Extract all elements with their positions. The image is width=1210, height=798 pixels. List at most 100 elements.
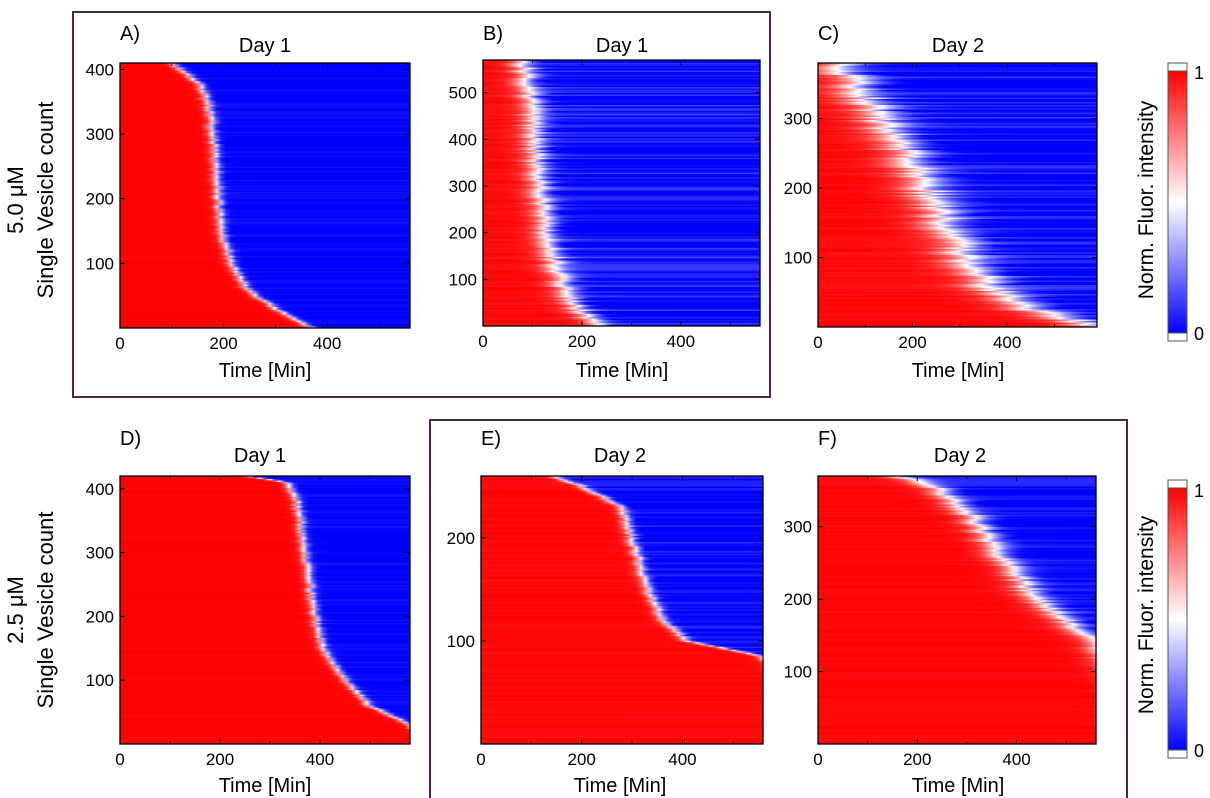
heatmap-row [120,254,410,257]
heatmap-row [120,63,410,66]
heatmap-row [481,519,763,522]
heatmap-row [481,544,763,547]
colorbar-gradient [1167,487,1188,751]
heatmap-row [818,556,1096,559]
heatmap-row [818,571,1096,574]
plot-frame [480,475,764,745]
heatmap-row [818,297,1097,300]
heatmap-row [120,673,410,676]
heatmap-row [818,580,1096,583]
heatmap-row [818,144,1097,147]
heatmap-row [120,705,410,708]
heatmap-row [818,487,1096,491]
heatmap-row [818,253,1097,256]
heatmap-row [818,655,1096,658]
panel-c: C) Day 2 Time [Min] 0 200 400 100 200 300 [784,23,1098,382]
plot-frame [482,59,761,327]
plot-frame [119,475,411,745]
heatmap-row [481,561,763,564]
heatmap-row [818,126,1097,129]
heatmap-row [120,724,410,727]
plot-frame [817,475,1097,745]
heatmap-row [818,234,1097,237]
heatmap-row [483,61,760,64]
heatmap-row [120,316,410,319]
heatmap-row [120,104,410,108]
heatmap-row [818,478,1096,482]
heatmap-row [120,685,410,688]
heatmap-row [120,74,410,78]
heatmap-row [481,721,763,724]
heatmap-row [483,267,760,270]
heatmap-row [483,108,760,111]
heatmap-row [818,643,1096,646]
heatmap-row [481,672,763,675]
heatmap-row [818,504,1096,507]
heatmap-row [818,589,1096,592]
heatmap-row [120,487,410,491]
heatmap-row [120,621,410,624]
heatmap-row [818,651,1096,654]
heatmap-row [483,139,760,142]
heatmap-row [818,592,1096,595]
heatmap-row [120,151,410,154]
heatmap-row [818,726,1096,729]
heatmap-row [120,669,410,672]
heatmap-row [120,492,410,495]
x-axis-label: Time [Min] [219,775,312,797]
heatmap-row [481,505,763,509]
y-tick-label: 200 [784,590,812,609]
heatmap-row [120,723,410,726]
heatmap-row [483,237,760,240]
heatmap-row [483,294,760,297]
heatmap-row [120,636,410,639]
heatmap-row [481,684,763,687]
heatmap-row [120,268,410,271]
heatmap-row [483,178,760,181]
heatmap-row [120,250,410,253]
y-tick-label: 200 [86,190,114,209]
heatmap-row [818,315,1097,318]
heatmap-row [120,606,410,609]
heatmap-row [120,741,410,744]
heatmap-row [120,182,410,185]
heatmap-row [120,678,410,681]
heatmap-image [483,60,760,326]
heatmap-row [120,607,410,610]
heatmap-row [818,153,1097,156]
heatmap-row [483,138,760,141]
heatmap-row [481,534,763,537]
heatmap-row [818,502,1096,506]
heatmap-row [120,67,410,70]
heatmap-row [481,553,763,556]
heatmap-row [483,141,760,144]
heatmap-row [818,151,1097,154]
heatmap-row [818,213,1097,216]
heatmap-row [483,102,760,105]
x-axis-label: Time [Min] [219,360,312,382]
heatmap-row [481,690,763,693]
panel-title: Day 2 [594,445,646,467]
heatmap-row [483,118,760,121]
heatmap-row [818,552,1096,555]
heatmap-row [120,139,410,142]
heatmap-row [120,181,410,184]
heatmap-row [120,618,410,621]
heatmap-row [120,645,410,648]
heatmap-row [120,729,410,732]
heatmap-row [483,298,760,302]
heatmap-row [818,120,1097,123]
heatmap-row [120,322,410,325]
heatmap-row [818,723,1096,726]
heatmap-row [120,121,410,124]
heatmap-row [481,666,763,669]
heatmap-row [120,544,410,547]
heatmap-row [120,70,410,73]
heatmap-row [818,735,1096,738]
heatmap-row [818,189,1097,192]
heatmap-row [818,483,1096,486]
heatmap-row [818,526,1096,530]
heatmap-row [120,711,410,714]
heatmap-row [481,676,763,679]
heatmap-row [818,652,1096,655]
